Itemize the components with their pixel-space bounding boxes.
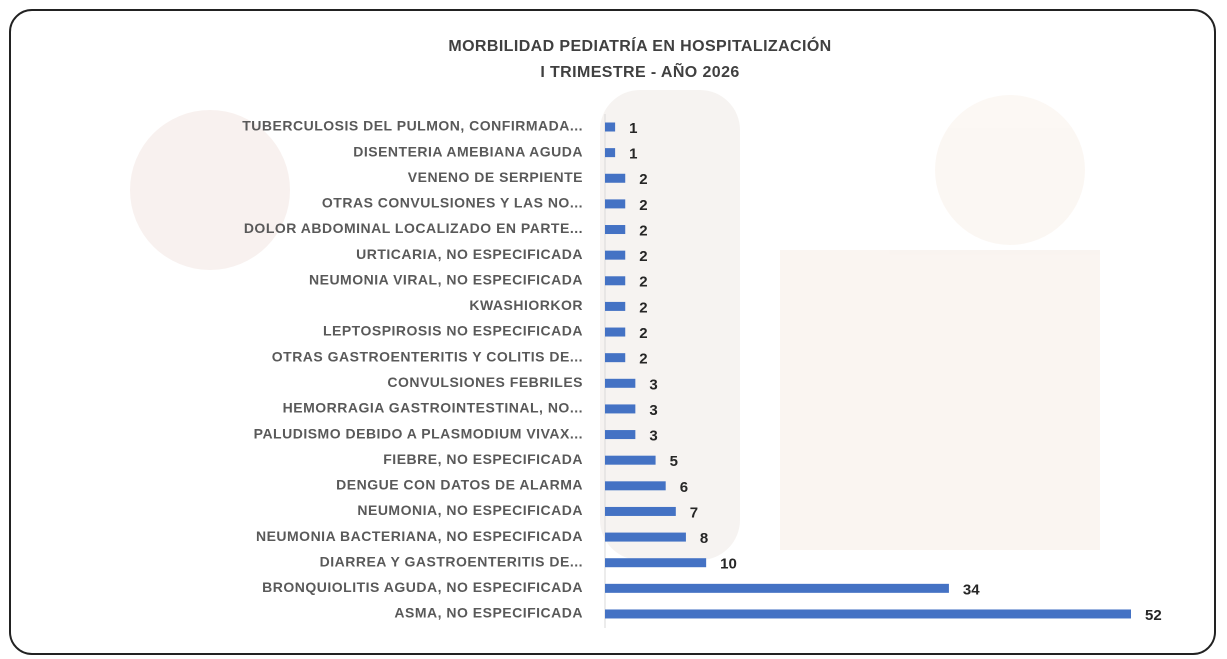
category-label: DISENTERIA AMEBIANA AGUDA bbox=[353, 143, 583, 159]
bar bbox=[605, 148, 616, 158]
category-label: ASMA, NO ESPECIFICADA bbox=[394, 605, 583, 621]
category-label: DENGUE CON DATOS DE ALARMA bbox=[336, 477, 583, 493]
value-label: 3 bbox=[649, 428, 657, 445]
value-label: 3 bbox=[649, 402, 657, 419]
bar bbox=[605, 173, 626, 183]
bar bbox=[605, 532, 686, 542]
category-label: KWASHIORKOR bbox=[469, 297, 583, 313]
category-label: NEUMONIA BACTERIANA, NO ESPECIFICADA bbox=[256, 528, 583, 544]
value-label: 34 bbox=[963, 581, 980, 598]
value-label: 2 bbox=[639, 299, 647, 316]
value-label: 7 bbox=[690, 504, 698, 521]
value-label: 2 bbox=[639, 171, 647, 188]
bar bbox=[605, 609, 1131, 619]
bar bbox=[605, 327, 626, 337]
bar bbox=[605, 404, 636, 414]
bar bbox=[605, 276, 626, 286]
bar bbox=[605, 558, 707, 568]
bar bbox=[605, 250, 626, 260]
value-label: 2 bbox=[639, 197, 647, 214]
category-label: FIEBRE, NO ESPECIFICADA bbox=[383, 451, 583, 467]
category-label: DOLOR ABDOMINAL LOCALIZADO EN PARTE... bbox=[244, 220, 583, 236]
bar bbox=[605, 199, 626, 209]
background-illustration bbox=[130, 90, 1100, 560]
bar bbox=[605, 506, 676, 516]
value-label: 2 bbox=[639, 325, 647, 342]
bar bbox=[605, 353, 626, 363]
value-label: 10 bbox=[720, 556, 737, 573]
category-label: CONVULSIONES FEBRILES bbox=[387, 374, 583, 390]
category-label: URTICARIA, NO ESPECIFICADA bbox=[356, 246, 583, 262]
value-label: 1 bbox=[629, 146, 637, 163]
category-label: BRONQUIOLITIS AGUDA, NO ESPECIFICADA bbox=[262, 579, 583, 595]
category-label: OTRAS CONVULSIONES Y LAS NO... bbox=[322, 195, 583, 211]
bar bbox=[605, 122, 616, 132]
value-label: 1 bbox=[629, 120, 637, 137]
value-label: 2 bbox=[639, 248, 647, 265]
value-label: 5 bbox=[670, 453, 678, 470]
chart-title: MORBILIDAD PEDIATRÍA EN HOSPITALIZACIÓN bbox=[448, 36, 831, 55]
value-label: 6 bbox=[680, 479, 688, 496]
category-label: TUBERCULOSIS DEL PULMON, CONFIRMADA... bbox=[242, 118, 583, 134]
category-label: NEUMONIA VIRAL, NO ESPECIFICADA bbox=[309, 271, 583, 287]
category-label: OTRAS GASTROENTERITIS Y COLITIS DE... bbox=[272, 348, 583, 364]
value-label: 8 bbox=[700, 530, 708, 547]
category-label: VENENO DE SERPIENTE bbox=[408, 169, 583, 185]
category-label: HEMORRAGIA GASTROINTESTINAL, NO... bbox=[283, 400, 583, 416]
value-label: 2 bbox=[639, 222, 647, 239]
chart-subtitle: I TRIMESTRE - AÑO 2026 bbox=[540, 61, 739, 81]
value-label: 52 bbox=[1145, 607, 1162, 624]
bar bbox=[605, 225, 626, 235]
category-label: LEPTOSPIROSIS NO ESPECIFICADA bbox=[323, 323, 583, 339]
bar bbox=[605, 378, 636, 388]
category-label: DIARREA Y GASTROENTERITIS DE... bbox=[320, 553, 583, 569]
category-label: PALUDISMO DEBIDO A PLASMODIUM VIVAX... bbox=[254, 425, 583, 441]
value-label: 2 bbox=[639, 274, 647, 291]
bar bbox=[605, 301, 626, 311]
value-label: 3 bbox=[649, 376, 657, 393]
value-label: 2 bbox=[639, 351, 647, 368]
category-label: NEUMONIA, NO ESPECIFICADA bbox=[357, 502, 583, 518]
bar bbox=[605, 430, 636, 440]
bar bbox=[605, 455, 656, 465]
bar bbox=[605, 583, 949, 593]
bar bbox=[605, 481, 666, 491]
